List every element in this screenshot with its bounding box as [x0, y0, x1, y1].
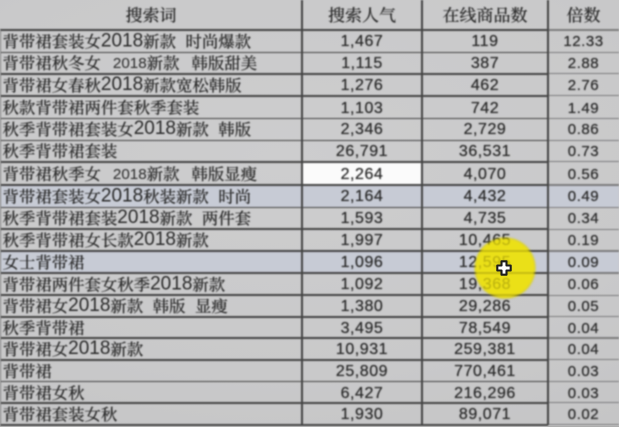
svg-text:2018: 2018	[101, 185, 143, 206]
svg-text:2018: 2018	[150, 273, 192, 294]
svg-text:2018: 2018	[113, 55, 147, 72]
svg-text:2018: 2018	[113, 166, 147, 183]
svg-text:2018: 2018	[134, 229, 176, 250]
svg-text:2018: 2018	[101, 74, 143, 95]
svg-text:2018: 2018	[68, 338, 110, 359]
svg-text:2018: 2018	[117, 207, 159, 228]
svg-text:2018: 2018	[134, 118, 176, 139]
svg-text:2018: 2018	[101, 30, 143, 51]
svg-text:2018: 2018	[68, 295, 110, 316]
